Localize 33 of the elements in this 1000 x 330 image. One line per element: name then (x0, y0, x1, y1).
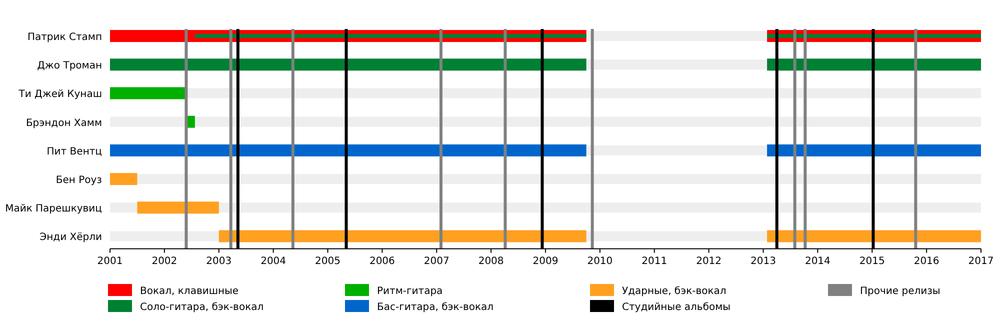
bar (767, 230, 981, 242)
x-tick-label: 2014 (804, 256, 830, 267)
legend-label: Бас-гитара, бэк-вокал (377, 302, 494, 313)
legend-label: Соло-гитара, бэк-вокал (140, 302, 264, 313)
x-tick-label: 2005 (315, 256, 340, 267)
x-tick-label: 2015 (859, 256, 885, 267)
x-tick-label: 2007 (424, 256, 450, 267)
x-tick-label: 2002 (152, 256, 178, 267)
x-tick-label: 2006 (369, 256, 395, 267)
x-tick-label: 2001 (97, 256, 123, 267)
legend-label: Прочие релизы (860, 286, 940, 297)
y-tick-label: Майк Парешкувиц (5, 204, 102, 215)
x-tick-label: 2009 (532, 256, 558, 267)
y-tick-label: Джо Троман (37, 60, 102, 72)
y-tick-label: Энди Хёрли (40, 232, 102, 244)
legend-label: Вокал, клавишные (140, 286, 239, 297)
x-tick-label: 2017 (968, 256, 994, 267)
x-tick-label: 2008 (478, 256, 504, 267)
x-tick-label: 2012 (696, 256, 722, 267)
y-tick-label: Бен Роуз (56, 175, 102, 186)
x-tick-label: 2016 (914, 256, 940, 267)
legend-label: Студийные альбомы (622, 302, 731, 313)
x-tick-label: 2013 (750, 256, 776, 267)
x-tick-label: 2004 (260, 256, 286, 267)
x-tick-label: 2011 (642, 256, 668, 267)
y-tick-label: Патрик Стамп (27, 32, 102, 43)
legend-label: Ритм-гитара (377, 286, 443, 297)
y-tick-label: Ти Джей Кунаш (18, 89, 102, 100)
y-tick-label: Пит Вентц (46, 146, 102, 158)
x-tick-label: 2003 (206, 256, 232, 267)
x-tick-label: 2010 (587, 256, 613, 267)
y-tick-label: Брэндон Хамм (26, 118, 102, 129)
legend-label: Ударные, бэк-вокал (622, 286, 726, 297)
